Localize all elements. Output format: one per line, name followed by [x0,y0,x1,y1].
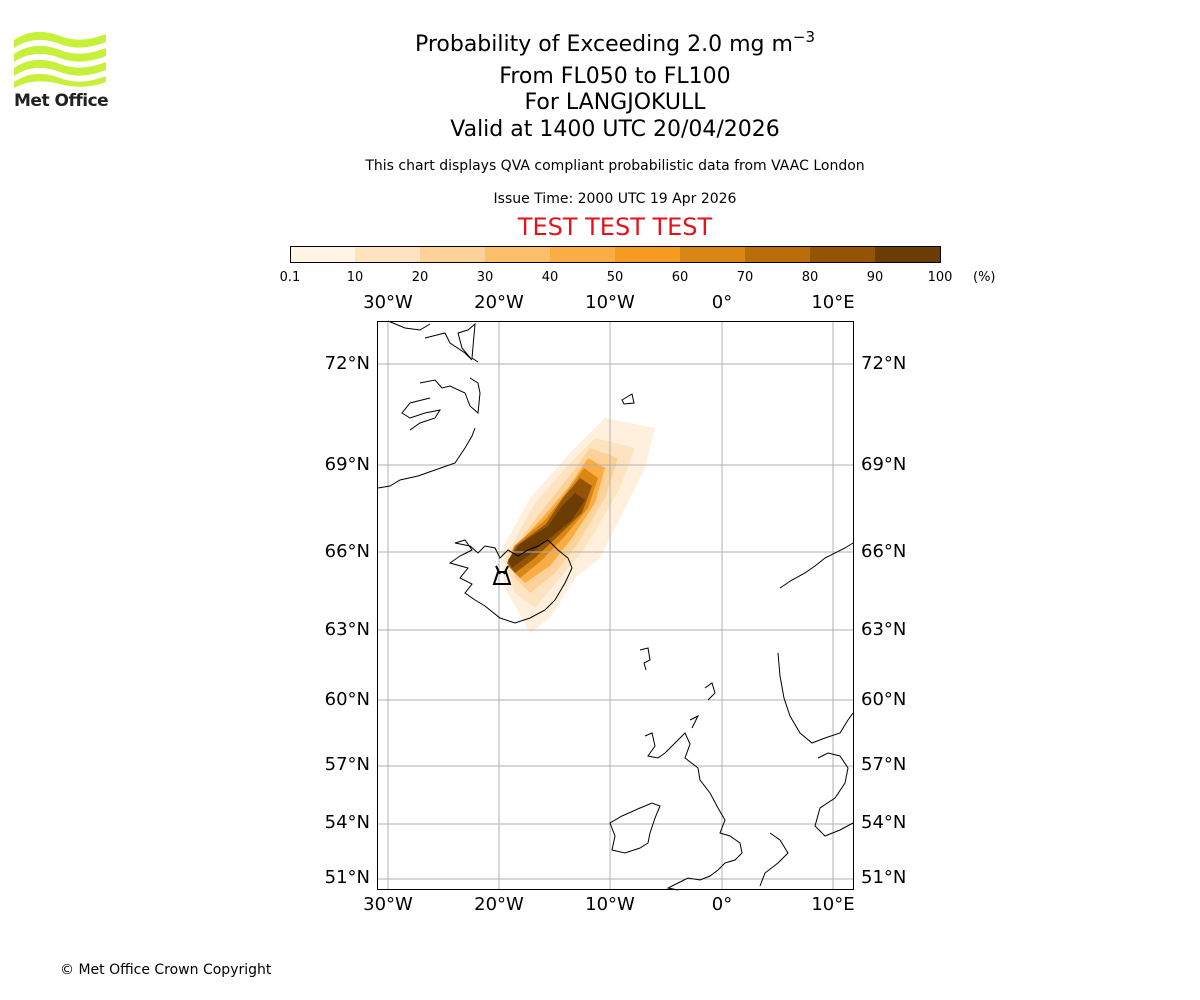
colorbar-cell [680,246,746,263]
colorbar-cell [420,246,486,263]
colorbar-tick-label: 40 [541,270,559,285]
test-banner: TEST TEST TEST [517,213,713,241]
ash-plume [500,418,655,633]
colorbar-cell [615,246,681,263]
chart-title: Probability of Exceeding 2.0 mg m−3 [414,28,816,57]
lon-label-top: 10°E [811,292,855,313]
lon-label-bottom: 30°W [363,894,413,915]
colorbar-tick-label: 0.1 [279,270,301,285]
lat-label-left: 66°N [324,541,370,562]
subtitle: This chart displays QVA compliant probab… [365,158,865,174]
colorbar-tick-label: 50 [606,270,624,285]
volcano-marker-icon [492,565,512,585]
lat-label-left: 69°N [324,454,370,475]
graticule [377,321,853,890]
map-frame [377,321,854,890]
colorbar-tick-label: 30 [476,270,494,285]
colorbar-tick-label: 20 [411,270,429,285]
copyright: © Met Office Crown Copyright [60,962,272,978]
lat-label-right: 60°N [861,689,907,710]
colorbar-cell [550,246,616,263]
lon-label-bottom: 0° [711,894,733,915]
lon-label-top: 20°W [474,292,524,313]
valid-time: Valid at 1400 UTC 20/04/2026 [450,117,780,142]
colorbar-cell [355,246,421,263]
lat-label-right: 54°N [861,812,907,833]
colorbar-cell [875,246,941,263]
lat-label-left: 51°N [324,867,370,888]
colorbar-cell [290,246,356,263]
lon-label-top: 0° [711,292,733,313]
lat-label-right: 72°N [861,353,907,374]
lat-label-left: 60°N [324,689,370,710]
lat-label-right: 66°N [861,541,907,562]
lat-label-right: 51°N [861,867,907,888]
lat-label-right: 69°N [861,454,907,475]
colorbar-tick-label: 70 [736,270,754,285]
met-office-logo [14,31,106,88]
lon-label-bottom: 10°E [811,894,855,915]
lat-label-left: 57°N [324,754,370,775]
colorbar-tick-label: 90 [866,270,884,285]
lon-label-bottom: 20°W [474,894,524,915]
colorbar [290,246,941,263]
lat-label-right: 63°N [861,619,907,640]
map-figure [377,320,854,891]
colorbar-unit: (%) [973,270,996,285]
lon-label-top: 30°W [363,292,413,313]
colorbar-cell [745,246,811,263]
issue-time: Issue Time: 2000 UTC 19 Apr 2026 [493,191,737,207]
volcano-name: For LANGJOKULL [524,90,706,115]
lat-label-left: 54°N [324,812,370,833]
colorbar-tick-label: 60 [671,270,689,285]
colorbar-cell [485,246,551,263]
colorbar-tick-label: 10 [346,270,364,285]
colorbar-cell [810,246,876,263]
lat-label-right: 57°N [861,754,907,775]
flight-level-range: From FL050 to FL100 [499,64,731,89]
colorbar-tick-label: 80 [801,270,819,285]
lon-label-bottom: 10°W [585,894,635,915]
lat-label-left: 72°N [324,353,370,374]
coastlines [377,320,854,891]
lon-label-top: 10°W [585,292,635,313]
colorbar-tick-label: 100 [927,270,953,285]
lat-label-left: 63°N [324,619,370,640]
met-office-logo-text: Met Office [14,91,109,111]
